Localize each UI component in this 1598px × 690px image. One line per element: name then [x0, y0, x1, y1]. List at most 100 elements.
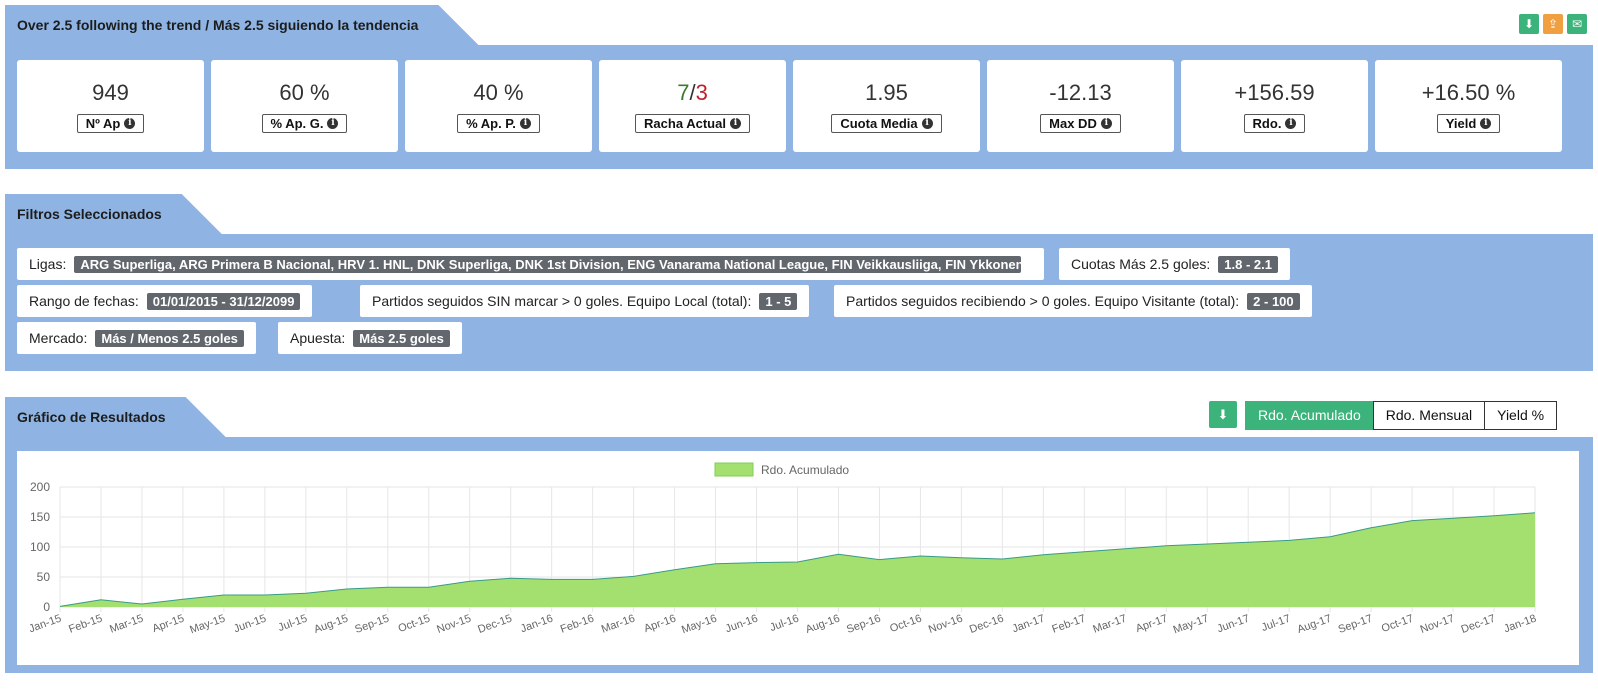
stat-card-rdo: +156.59 Rdo. i — [1181, 60, 1368, 152]
summary-body: 949 Nº Ap i 60 % % Ap. G. i 40 % % Ap. P. i… — [5, 45, 1593, 169]
y-tick-label: 150 — [30, 510, 50, 524]
x-tick-label: Apr-16 — [642, 613, 677, 636]
info-icon: i — [519, 118, 531, 129]
envelope-icon[interactable]: ✉ — [1567, 14, 1587, 34]
filter-apuesta: Apuesta: Más 2.5 goles — [278, 322, 462, 354]
x-tick-label: Nov-17 — [1419, 613, 1456, 636]
stat-label-text: % Ap. G. — [270, 116, 324, 131]
filters-panel: Filtros Seleccionados Ligas: ARG Superli… — [5, 194, 1593, 371]
info-icon: i — [729, 118, 741, 129]
x-tick-label: Sep-15 — [353, 613, 390, 636]
x-tick-label: May-16 — [680, 613, 719, 637]
info-icon: i — [327, 118, 339, 129]
btn-yield[interactable]: Yield % — [1484, 401, 1558, 430]
stat-label-text: Racha Actual — [644, 116, 726, 131]
info-icon: i — [1100, 118, 1112, 129]
info-icon: i — [921, 118, 933, 129]
x-tick-label: Dec-15 — [476, 613, 513, 636]
filter-label: Apuesta: — [290, 330, 346, 346]
stats-row: 949 Nº Ap i 60 % % Ap. G. i 40 % % Ap. P. i… — [17, 60, 1562, 152]
streak-sep: / — [689, 80, 696, 105]
chart-download-icon[interactable]: ⬇ — [1209, 401, 1237, 428]
summary-title: Over 2.5 following the trend / Más 2.5 s… — [5, 5, 478, 45]
results-title: Gráfico de Resultados — [5, 397, 226, 437]
stat-card-maxdd: -12.13 Max DD i — [987, 60, 1174, 152]
stat-label[interactable]: Nº Ap i — [76, 114, 145, 133]
y-tick-label: 50 — [37, 570, 51, 584]
x-tick-label: Mar-17 — [1091, 613, 1128, 636]
x-tick-label: Aug-17 — [1296, 613, 1333, 636]
filter-label: Rango de fechas: — [29, 293, 139, 309]
x-tick-label: Feb-17 — [1050, 613, 1087, 636]
stat-label[interactable]: % Ap. G. i — [261, 114, 348, 133]
x-tick-label: Oct-17 — [1380, 613, 1415, 636]
stat-value: +16.50 % — [1421, 80, 1516, 105]
x-tick-label: Jan-18 — [1502, 613, 1538, 636]
stat-value: -12.13 — [1049, 80, 1112, 105]
filter-value: 2 - 100 — [1247, 292, 1300, 310]
series-line — [59, 512, 1536, 607]
x-tick-label: Jan-16 — [519, 613, 555, 636]
download-icon[interactable]: ⬇ — [1519, 14, 1539, 34]
x-tick-label: May-17 — [1172, 613, 1211, 637]
filter-value: Más 2.5 goles — [353, 329, 450, 347]
filter-mercado: Mercado: Más / Menos 2.5 goles — [17, 322, 256, 354]
series-area — [60, 512, 1535, 607]
filter-value: Más / Menos 2.5 goles — [95, 329, 244, 347]
stat-card-yield: +16.50 % Yield i — [1375, 60, 1562, 152]
x-tick-label: Mar-15 — [108, 613, 145, 636]
btn-rdo-mensual[interactable]: Rdo. Mensual — [1372, 401, 1486, 430]
chart-mode-toggle: Rdo. Acumulado Rdo. Mensual Yield % — [1245, 401, 1558, 430]
legend-label: Rdo. Acumulado — [761, 463, 849, 477]
stat-label-text: Yield — [1445, 116, 1477, 131]
x-tick-label: Jun-15 — [232, 613, 268, 636]
x-tick-label: Feb-16 — [559, 613, 596, 636]
x-tick-label: Apr-15 — [151, 613, 186, 636]
filter-label: Partidos seguidos recibiendo > 0 goles. … — [846, 293, 1240, 309]
x-tick-label: Nov-16 — [927, 613, 964, 636]
stat-label-text: Rdo. — [1252, 116, 1282, 131]
y-tick-label: 0 — [43, 600, 50, 614]
x-tick-label: Sep-16 — [845, 613, 882, 636]
x-tick-label: Dec-16 — [968, 613, 1005, 636]
streak-loss: 3 — [695, 80, 708, 105]
filter-label: Cuotas Más 2.5 goles: — [1071, 256, 1211, 272]
stat-value: +156.59 — [1234, 80, 1315, 105]
results-body: 0 50 100 150 200 Jan-15 Feb-15 Mar-15 Apr-15 May-… — [5, 437, 1593, 673]
filter-label: Partidos seguidos SIN marcar > 0 goles. … — [372, 293, 752, 309]
y-tick-label: 100 — [30, 540, 50, 554]
summary-panel: Over 2.5 following the trend / Más 2.5 s… — [5, 5, 1593, 169]
x-tick-label: Jul-16 — [768, 613, 800, 635]
x-tick-label: May-15 — [188, 613, 227, 637]
x-tick-label: Oct-15 — [397, 613, 432, 636]
x-tick-label: Jun-17 — [1216, 613, 1252, 636]
summary-actions: ⬇ ⇪ ✉ — [1519, 14, 1587, 34]
x-tick-label: Aug-15 — [312, 613, 349, 636]
info-icon: i — [124, 118, 136, 129]
x-tick-label: Jun-16 — [724, 613, 760, 636]
stat-label[interactable]: Racha Actual i — [635, 114, 750, 133]
share-icon[interactable]: ⇪ — [1543, 14, 1563, 34]
filter-cuotas: Cuotas Más 2.5 goles: 1.8 - 2.1 — [1059, 248, 1290, 280]
stat-label[interactable]: % Ap. P. i — [457, 114, 540, 133]
filters-body: Ligas: ARG Superliga, ARG Primera B Naci… — [5, 234, 1593, 371]
stat-card-racha: 7/3 Racha Actual i — [599, 60, 786, 152]
btn-rdo-acumulado[interactable]: Rdo. Acumulado — [1245, 401, 1374, 430]
stat-label[interactable]: Rdo. i — [1243, 114, 1306, 133]
filter-value: 1 - 5 — [759, 292, 798, 310]
stat-label[interactable]: Max DD i — [1040, 114, 1121, 133]
filter-value: 1.8 - 2.1 — [1218, 255, 1278, 273]
x-tick-label: Mar-16 — [600, 613, 637, 636]
x-tick-label: Dec-17 — [1460, 613, 1497, 636]
chart-container: 0 50 100 150 200 Jan-15 Feb-15 Mar-15 Apr-15 May-… — [17, 451, 1579, 665]
stat-label-text: Nº Ap — [85, 116, 121, 131]
filter-fechas: Rango de fechas: 01/01/2015 - 31/12/2099 — [17, 285, 313, 317]
filter-value: ARG Superliga, ARG Primera B Nacional, H… — [74, 255, 1022, 273]
stat-label[interactable]: Yield i — [1436, 114, 1501, 133]
stat-label[interactable]: Cuota Media i — [831, 114, 942, 133]
stat-card-ap-p: 40 % % Ap. P. i — [405, 60, 592, 152]
stat-label-text: % Ap. P. — [466, 116, 516, 131]
stat-value: 1.95 — [865, 80, 908, 105]
filter-label: Ligas: — [29, 256, 67, 272]
